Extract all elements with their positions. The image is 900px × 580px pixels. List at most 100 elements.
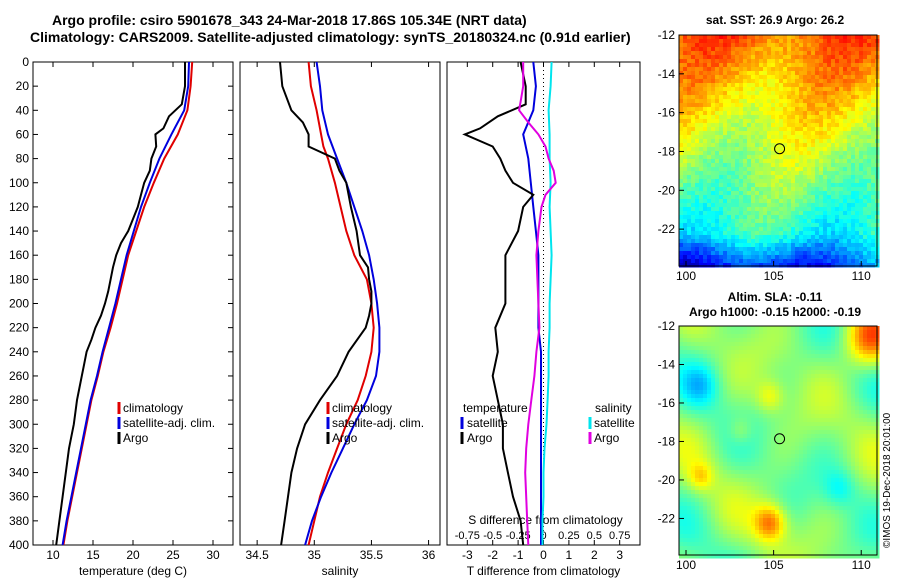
s-tick-label: 0.75: [609, 530, 630, 542]
y-tick-label: -16: [658, 396, 676, 410]
x-tick-label: 0: [540, 548, 547, 562]
map-frame-sla_map: [678, 325, 878, 556]
y-tick-label: 120: [9, 200, 29, 214]
y-tick-label: -14: [658, 67, 676, 81]
legend-label: Argo: [123, 431, 149, 445]
sla-map-title: Altim. SLA: -0.11: [728, 290, 823, 304]
x-tick-label: 35: [308, 548, 322, 562]
x-tick-label: 34.5: [245, 548, 269, 562]
plot-frame-temperature: [32, 61, 234, 546]
x-tick-label: -2: [487, 548, 498, 562]
y-tick-label: 400: [9, 538, 29, 552]
x-tick-label: -1: [513, 548, 524, 562]
y-tick-label: 360: [9, 490, 29, 504]
title-line-1: Argo profile: csiro 5901678_343 24-Mar-2…: [52, 12, 527, 28]
y-tick-label: 200: [9, 297, 29, 311]
x-tick-label: 15: [86, 548, 100, 562]
x-tick-label: 30: [206, 548, 220, 562]
x-tick-label: 25: [166, 548, 180, 562]
s-tick-label: -0.25: [506, 530, 531, 542]
y-tick-label: 80: [16, 152, 30, 166]
legend-label: Argo: [332, 431, 358, 445]
y-tick-label: 180: [9, 272, 29, 286]
legend-label: satellite-adj. clim.: [123, 416, 215, 430]
y-tick-label: 0: [22, 55, 29, 69]
y-tick-label: 260: [9, 369, 29, 383]
x-tick-label: 105: [764, 269, 784, 283]
series-line-climatology: [307, 61, 375, 546]
series-line-argo: [279, 61, 373, 546]
y-tick-label: -14: [658, 357, 676, 371]
x-tick-label: 1: [566, 548, 573, 562]
y-tick-label: 320: [9, 441, 29, 455]
legend-label: climatology: [123, 401, 183, 415]
legend-label: Argo: [594, 431, 620, 445]
legend-title: salinity: [595, 401, 632, 415]
series-line-s-argo: [518, 62, 557, 546]
legend-label: satellite-adj. clim.: [332, 416, 424, 430]
y-tick-label: 140: [9, 224, 29, 238]
map-field-sla_map: [679, 326, 880, 559]
series-line-s-satellite: [541, 61, 553, 545]
legend-label: satellite: [467, 416, 508, 430]
y-tick-label: 340: [9, 466, 29, 480]
legend-label: climatology: [332, 401, 392, 415]
x-tick-label: 105: [764, 558, 784, 572]
x-tick-label: 20: [126, 548, 140, 562]
series-line-satellite-adj-clim-: [304, 61, 381, 546]
x-axis-label: salinity: [322, 564, 359, 578]
y-tick-label: 280: [9, 393, 29, 407]
x-tick-label: -3: [462, 548, 473, 562]
title-line-2: Climatology: CARS2009. Satellite-adjuste…: [30, 29, 631, 45]
legend-label: satellite: [594, 416, 635, 430]
x-axis-label: temperature (deg C): [79, 564, 187, 578]
plot-frame-salinity: [239, 61, 441, 546]
y-tick-label: -18: [658, 144, 676, 158]
x-tick-label: 110: [852, 269, 871, 283]
y-tick-label: -12: [658, 319, 676, 333]
x-tick-label: 36: [422, 548, 436, 562]
y-tick-label: 300: [9, 417, 29, 431]
y-tick-label: -18: [658, 434, 676, 448]
s-tick-label: 0.25: [558, 530, 579, 542]
sla-map-subtitle: Argo h1000: -0.15 h2000: -0.19: [689, 305, 861, 319]
y-tick-label: 100: [9, 176, 29, 190]
y-tick-label: -20: [658, 183, 676, 197]
y-tick-label: 220: [9, 321, 29, 335]
x-tick-label: 3: [616, 548, 623, 562]
series-line-climatology: [62, 61, 194, 546]
map-field-sst_map: [679, 35, 880, 268]
s-tick-label: -0.5: [483, 530, 502, 542]
x-tick-label: 100: [676, 269, 696, 283]
y-tick-label: 20: [16, 79, 30, 93]
map-frame-sst_map: [678, 34, 878, 267]
y-tick-label: 60: [16, 127, 30, 141]
x-tick-label: 10: [46, 548, 60, 562]
y-tick-label: -22: [658, 222, 676, 236]
series-line-argo: [55, 62, 186, 546]
s-tick-label: -0.75: [455, 530, 480, 542]
x-tick-label: 100: [676, 558, 696, 572]
float-position-marker: [774, 433, 786, 445]
series-line-t-argo: [462, 61, 535, 546]
x-axis-label: T difference from climatology: [467, 564, 621, 578]
y-tick-label: 380: [9, 514, 29, 528]
y-tick-label: 160: [9, 248, 29, 262]
y-tick-label: -20: [658, 473, 676, 487]
legend-label: Argo: [467, 431, 493, 445]
y-tick-label: -12: [658, 28, 676, 42]
s-axis-label: S difference from climatology: [468, 513, 623, 527]
x-tick-label: 110: [852, 558, 871, 572]
series-line-satellite-adj-clim-: [61, 61, 190, 546]
y-tick-label: -22: [658, 511, 676, 525]
y-tick-label: 240: [9, 345, 29, 359]
x-tick-label: 35.5: [360, 548, 384, 562]
s-tick-label: 0.5: [587, 530, 602, 542]
x-tick-label: 2: [591, 548, 598, 562]
sst-map-title: sat. SST: 26.9 Argo: 26.2: [706, 13, 845, 27]
y-tick-label: 40: [16, 103, 30, 117]
legend-title: temperature: [463, 401, 528, 415]
y-tick-label: -16: [658, 106, 676, 120]
float-position-marker: [774, 143, 786, 155]
